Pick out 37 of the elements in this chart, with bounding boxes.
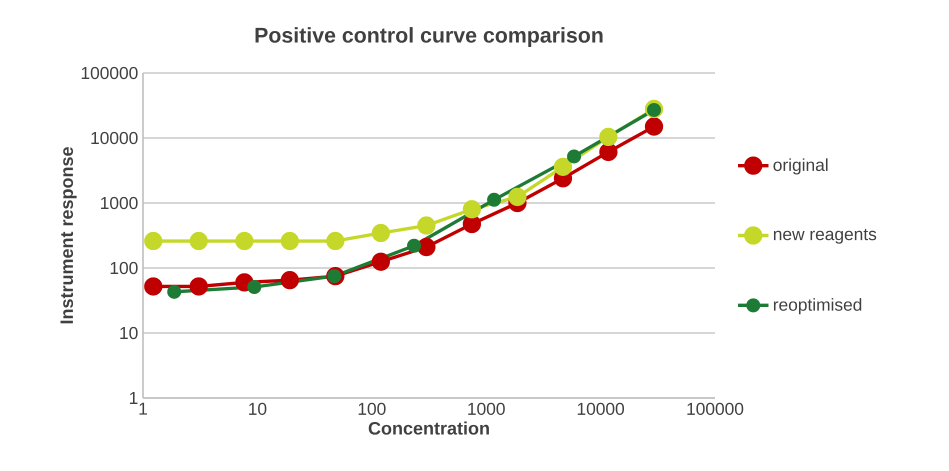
y-tick-label: 1 xyxy=(130,392,138,404)
point xyxy=(280,232,299,250)
point xyxy=(462,200,482,218)
point xyxy=(326,232,344,250)
point xyxy=(417,238,436,256)
point xyxy=(372,252,390,271)
point xyxy=(235,232,254,250)
legend-label: original xyxy=(774,158,828,174)
legend-label: new reagents xyxy=(774,228,876,244)
y-tick-label: 10 xyxy=(120,326,138,340)
point xyxy=(190,277,208,296)
legend-label: reoptimised xyxy=(774,298,862,314)
y-tick-label: 10000 xyxy=(91,132,138,144)
y-tick-label: 100000 xyxy=(82,66,138,80)
y-axis-title: Instrument response xyxy=(60,147,77,324)
point xyxy=(462,214,482,234)
point xyxy=(554,158,572,176)
x-tick-label: 10000 xyxy=(578,402,624,415)
point xyxy=(508,188,527,206)
x-tick-label: 1000 xyxy=(468,402,505,415)
x-tick-label: 1 xyxy=(140,402,147,415)
point xyxy=(144,277,162,296)
x-tick-label: 100 xyxy=(358,402,386,415)
y-tick-label: 100 xyxy=(110,262,138,274)
x-tick-label: 100000 xyxy=(687,402,744,415)
point xyxy=(644,117,664,136)
point xyxy=(417,216,436,235)
y-tick-label: 1000 xyxy=(101,196,138,210)
point xyxy=(190,232,208,250)
chart-title: Positive control curve comparison xyxy=(256,27,603,47)
x-axis-title: Concentration xyxy=(368,421,489,435)
point xyxy=(280,271,299,290)
point xyxy=(599,142,618,162)
x-tick-label: 10 xyxy=(249,402,266,415)
point xyxy=(144,232,162,250)
point xyxy=(372,224,390,242)
point xyxy=(599,128,618,146)
